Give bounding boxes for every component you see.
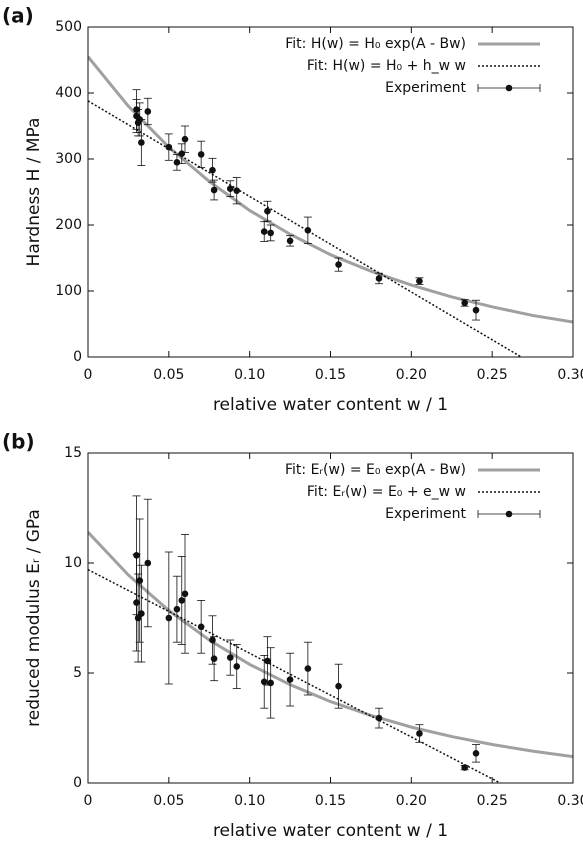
data-point bbox=[264, 207, 271, 215]
data-point bbox=[138, 139, 145, 146]
data-point bbox=[181, 135, 189, 143]
data-point bbox=[209, 166, 216, 174]
y-tick-label: 0 bbox=[73, 775, 82, 791]
plot-frame bbox=[87, 26, 574, 358]
data-point bbox=[233, 663, 241, 670]
y-axis-label: Hardness H / MPa bbox=[24, 118, 44, 267]
data-point bbox=[165, 614, 173, 622]
data-point bbox=[335, 682, 342, 690]
fit-line bbox=[88, 568, 501, 783]
data-point bbox=[264, 657, 271, 665]
data-point bbox=[260, 228, 268, 235]
data-point bbox=[416, 277, 423, 285]
y-tick-label: 100 bbox=[55, 283, 82, 299]
x-tick-label: 0.20 bbox=[396, 793, 427, 809]
fit-line bbox=[88, 100, 522, 357]
y-tick-label: 200 bbox=[55, 217, 82, 233]
data-point bbox=[144, 108, 152, 115]
data-point bbox=[144, 559, 152, 567]
data-point bbox=[210, 186, 218, 194]
data-point bbox=[197, 623, 205, 631]
y-tick-label: 300 bbox=[55, 151, 82, 167]
legend-swatch bbox=[505, 510, 513, 518]
y-tick-label: 15 bbox=[64, 445, 82, 461]
y-tick-label: 400 bbox=[55, 85, 82, 101]
x-tick-label: 0.05 bbox=[153, 793, 184, 809]
legend-swatch bbox=[505, 84, 513, 92]
x-tick-label: 0.30 bbox=[557, 793, 583, 809]
x-tick-label: 0.30 bbox=[557, 367, 583, 383]
data-point bbox=[138, 610, 145, 617]
data-point bbox=[461, 764, 468, 771]
y-axis-label: reduced modulus Eᵣ / GPa bbox=[24, 509, 44, 727]
data-point bbox=[375, 714, 383, 722]
data-point bbox=[233, 187, 241, 194]
fit-line bbox=[88, 55, 573, 324]
data-point bbox=[178, 597, 186, 604]
data-point bbox=[416, 730, 423, 737]
legend-label: Fit: Eᵣ(w) = E₀ + e_w w bbox=[307, 484, 466, 500]
panel-label: (b) bbox=[2, 430, 35, 454]
data-point bbox=[181, 590, 189, 598]
y-tick-label: 5 bbox=[73, 665, 82, 681]
data-point bbox=[472, 306, 480, 314]
x-tick-label: 0.15 bbox=[315, 793, 346, 809]
data-point bbox=[286, 237, 294, 245]
y-tick-label: 500 bbox=[55, 19, 82, 35]
legend-label: Fit: H(w) = H₀ exp(A - Bw) bbox=[285, 36, 466, 52]
data-point bbox=[165, 143, 173, 151]
data-point bbox=[461, 299, 468, 307]
x-tick-label: 0.10 bbox=[234, 367, 265, 383]
fit-line bbox=[88, 531, 573, 759]
data-point bbox=[209, 636, 216, 644]
data-point bbox=[304, 226, 312, 234]
x-tick-label: 0.25 bbox=[477, 367, 508, 383]
data-point bbox=[267, 229, 274, 237]
x-tick-label: 0.25 bbox=[477, 793, 508, 809]
x-tick-label: 0 bbox=[84, 367, 93, 383]
y-tick-label: 0 bbox=[73, 349, 82, 365]
data-point bbox=[260, 678, 268, 686]
data-point bbox=[286, 676, 294, 683]
data-point bbox=[304, 665, 312, 672]
legend-label: Experiment bbox=[385, 506, 466, 522]
legend-label: Fit: Eᵣ(w) = E₀ exp(A - Bw) bbox=[285, 462, 466, 478]
data-point bbox=[226, 185, 234, 192]
x-tick-label: 0.15 bbox=[315, 367, 346, 383]
y-tick-label: 10 bbox=[64, 555, 82, 571]
x-axis-label: relative water content w / 1 bbox=[213, 821, 448, 841]
data-point bbox=[210, 655, 218, 662]
data-point bbox=[136, 577, 144, 584]
data-point bbox=[375, 275, 383, 282]
plot-frame bbox=[87, 452, 574, 784]
data-point bbox=[173, 159, 181, 166]
x-tick-label: 0.05 bbox=[153, 367, 184, 383]
panel-label: (a) bbox=[2, 4, 34, 28]
data-point bbox=[335, 261, 342, 268]
legend-label: Experiment bbox=[385, 80, 466, 96]
data-point bbox=[197, 151, 205, 158]
data-point bbox=[133, 599, 140, 606]
data-point bbox=[267, 679, 274, 687]
data-point bbox=[178, 150, 186, 158]
x-tick-label: 0.20 bbox=[396, 367, 427, 383]
x-axis-label: relative water content w / 1 bbox=[213, 395, 448, 415]
x-tick-label: 0.10 bbox=[234, 793, 265, 809]
legend-label: Fit: H(w) = H₀ + h_w w bbox=[307, 58, 466, 74]
data-point bbox=[472, 750, 480, 757]
data-point bbox=[226, 654, 234, 661]
x-tick-label: 0 bbox=[84, 793, 93, 809]
data-point bbox=[173, 605, 181, 613]
